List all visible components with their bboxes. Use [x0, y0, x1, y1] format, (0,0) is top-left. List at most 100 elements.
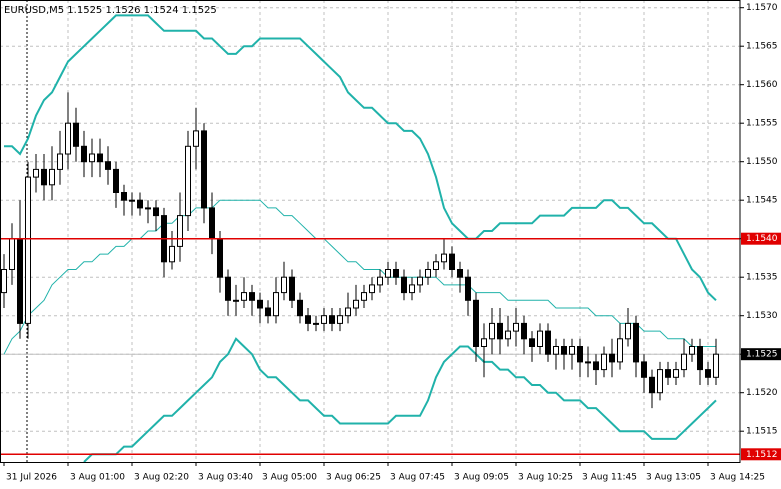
candle-body — [505, 330, 511, 340]
band-lower — [83, 337, 717, 462]
x-tick-label: 3 Aug 02:20 — [134, 473, 189, 483]
candle-body — [553, 346, 559, 355]
candle-body — [433, 261, 439, 270]
candle-body — [681, 353, 687, 371]
y-tick-label: 1.1555 — [746, 119, 778, 129]
candle-body — [305, 315, 311, 324]
candle-body — [401, 276, 407, 294]
y-tick-label: 1.1515 — [746, 427, 778, 437]
candle-body — [609, 353, 615, 363]
candle-body — [73, 122, 79, 147]
candle-body — [65, 122, 71, 155]
candle-body — [465, 276, 471, 301]
candle-body — [289, 276, 295, 301]
x-tick-label: 3 Aug 14:25 — [710, 473, 765, 483]
candle-body — [129, 199, 135, 202]
candle-body — [345, 307, 351, 317]
level-label: 1.1512 — [746, 450, 778, 460]
candle-body — [25, 176, 31, 324]
candle-body — [353, 299, 359, 309]
candle-body — [121, 192, 127, 201]
band-middle — [3, 199, 716, 355]
x-tick-label: 3 Aug 01:00 — [70, 473, 125, 483]
candle-body — [617, 338, 623, 363]
candle-body — [201, 130, 207, 209]
candle-body — [577, 346, 583, 363]
candle-body — [17, 238, 23, 324]
candle-body — [705, 369, 711, 378]
candle-body — [321, 315, 327, 324]
x-tick-label: 31 Jul 2026 — [6, 473, 57, 483]
candle-body — [361, 292, 367, 301]
candle-body — [481, 338, 487, 347]
candle-body — [641, 361, 647, 378]
candle-body — [241, 292, 247, 301]
candle-body — [225, 276, 231, 301]
candle-body — [425, 269, 431, 278]
candle-body — [601, 353, 607, 371]
candle-body — [457, 269, 463, 278]
candle-body — [545, 330, 551, 355]
candle-body — [257, 299, 263, 309]
candle-body — [593, 361, 599, 371]
candle-body — [489, 322, 495, 340]
y-tick-label: 1.1545 — [746, 196, 778, 206]
x-tick-label: 3 Aug 10:25 — [518, 473, 573, 483]
candle-body — [33, 168, 39, 178]
candle-body — [153, 207, 159, 217]
candle-body — [9, 238, 15, 270]
candle-body — [689, 346, 695, 355]
candle-body — [233, 299, 239, 302]
candle-body — [89, 153, 95, 163]
x-tick-label: 3 Aug 09:05 — [454, 473, 509, 483]
candle-body — [449, 253, 455, 271]
candle-body — [145, 207, 151, 210]
candle-body — [521, 322, 527, 340]
candle-body — [249, 292, 255, 301]
candle-body — [137, 199, 143, 209]
candle-body — [529, 338, 535, 347]
candle-body — [265, 307, 271, 317]
candle-body — [97, 153, 103, 163]
candle-body — [537, 330, 543, 348]
level-label: 1.1540 — [746, 234, 778, 244]
candle-body — [513, 322, 519, 332]
candle-body — [657, 369, 663, 394]
candle-body — [81, 145, 87, 163]
candle-body — [385, 269, 391, 278]
candle-body — [649, 376, 655, 394]
candle-body — [625, 322, 631, 340]
candle-body — [585, 361, 591, 364]
x-tick-label: 3 Aug 07:45 — [390, 473, 445, 483]
candle-body — [417, 276, 423, 286]
candle-body — [177, 215, 183, 247]
candle-body — [633, 322, 639, 363]
chart-title: EURUSD,M5 1.1525 1.1526 1.1524 1.1525 — [4, 5, 217, 16]
y-tick-label: 1.1530 — [746, 311, 778, 321]
y-tick-label: 1.1520 — [746, 388, 778, 398]
candle-body — [57, 153, 63, 170]
band-upper — [4, 14, 717, 302]
candle-body — [329, 315, 335, 324]
candle-body — [697, 346, 703, 371]
x-tick-label: 3 Aug 03:40 — [198, 473, 253, 483]
candle-body — [209, 207, 215, 240]
y-tick-label: 1.1565 — [746, 42, 778, 52]
candle-body — [665, 369, 671, 378]
x-tick-label: 3 Aug 11:45 — [582, 473, 637, 483]
x-tick-label: 3 Aug 06:25 — [326, 473, 381, 483]
bid-label-box — [741, 348, 781, 361]
candle-body — [377, 276, 383, 286]
candle-body — [193, 130, 199, 147]
x-tick-label: 3 Aug 13:05 — [646, 473, 701, 483]
candle-body — [169, 245, 175, 263]
candle-body — [561, 346, 567, 355]
candle-body — [49, 168, 55, 186]
candle-body — [41, 168, 47, 186]
y-tick-label: 1.1535 — [746, 273, 778, 283]
level-label-box — [741, 232, 781, 245]
candle-body — [337, 315, 343, 324]
y-tick-label: 1.1550 — [746, 157, 778, 167]
